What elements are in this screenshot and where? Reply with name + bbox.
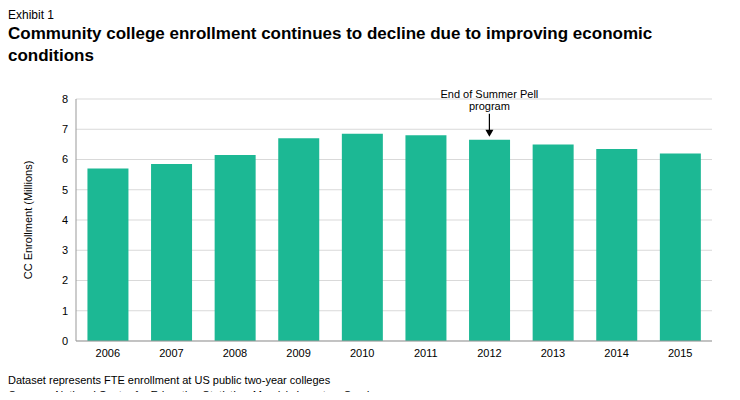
html-text:Exhibit 1: Exhibit 1 xyxy=(8,8,54,22)
svg-text:1: 1 xyxy=(62,305,68,317)
svg-text:End of Summer Pellprogram: End of Summer Pellprogram xyxy=(440,88,538,112)
svg-text:7: 7 xyxy=(62,123,68,135)
html-text:Sources: National Center for E: Sources: National Center for Education S… xyxy=(8,389,380,400)
svg-text:8: 8 xyxy=(62,93,68,105)
svg-text:CC Enrollment (Millions): CC Enrollment (Millions) xyxy=(22,161,34,280)
svg-text:2014: 2014 xyxy=(604,347,628,359)
svg-text:5: 5 xyxy=(62,184,68,196)
svg-text:0: 0 xyxy=(62,335,68,347)
svg-text:2015: 2015 xyxy=(668,347,692,359)
svg-text:2008: 2008 xyxy=(223,347,247,359)
svg-text:2009: 2009 xyxy=(286,347,310,359)
html-text:Dataset represents FTE enrollm: Dataset represents FTE enrollment at US … xyxy=(8,374,331,386)
svg-text:2010: 2010 xyxy=(350,347,374,359)
svg-text:4: 4 xyxy=(62,214,68,226)
html-text:Community college enrollment c: Community college enrollment continues t… xyxy=(8,24,653,65)
svg-text:2: 2 xyxy=(62,274,68,286)
svg-text:3: 3 xyxy=(62,244,68,256)
svg-text:2007: 2007 xyxy=(159,347,183,359)
svg-text:2012: 2012 xyxy=(477,347,501,359)
svg-text:2013: 2013 xyxy=(541,347,565,359)
svg-text:2006: 2006 xyxy=(96,347,120,359)
svg-text:6: 6 xyxy=(62,153,68,165)
svg-text:2011: 2011 xyxy=(414,347,438,359)
